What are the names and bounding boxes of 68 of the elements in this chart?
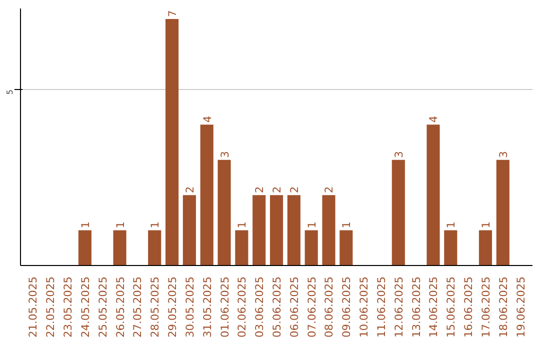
bar xyxy=(252,195,266,266)
x-tick-label: 03.06.2025 xyxy=(253,276,266,338)
bar xyxy=(322,195,336,266)
x-tick-label: 09.06.2025 xyxy=(340,276,354,338)
x-tick-label: 02.06.2025 xyxy=(236,276,249,338)
data-label: 3 xyxy=(392,151,406,158)
bar xyxy=(392,160,405,266)
bar xyxy=(478,230,492,266)
bar xyxy=(287,195,300,266)
bar xyxy=(426,124,440,266)
x-tick-label: 01.06.2025 xyxy=(218,276,232,338)
x-tick-label: 16.06.2025 xyxy=(462,276,476,338)
data-label: 1 xyxy=(444,222,458,228)
x-tick-label: 25.05.2025 xyxy=(96,276,110,338)
x-tick-label: 13.06.2025 xyxy=(410,276,423,338)
bar xyxy=(113,230,126,266)
bar xyxy=(340,230,353,266)
x-tick-label: 27.05.2025 xyxy=(131,276,144,338)
x-tick-label: 08.06.2025 xyxy=(322,276,336,338)
x-tick-label: 10.06.2025 xyxy=(358,276,371,338)
bar xyxy=(165,19,179,266)
x-tick-label: 07.06.2025 xyxy=(305,276,318,338)
x-tick-label: 30.05.2025 xyxy=(183,276,196,338)
data-label: 4 xyxy=(200,116,214,123)
y-tick-label: 5 xyxy=(6,89,14,95)
data-label: 2 xyxy=(253,186,266,194)
bar xyxy=(496,160,510,266)
bar xyxy=(235,230,248,266)
x-tick-label: 12.06.2025 xyxy=(392,276,406,338)
data-label: 1 xyxy=(114,222,127,228)
bar xyxy=(270,195,284,266)
x-tick-label: 26.05.2025 xyxy=(114,276,127,338)
data-label: 3 xyxy=(496,151,510,158)
data-label: 1 xyxy=(340,222,354,228)
data-label: 2 xyxy=(322,186,336,194)
data-label: 2 xyxy=(183,186,196,194)
data-label: 1 xyxy=(479,222,492,228)
x-tick-label: 23.05.2025 xyxy=(62,276,75,338)
x-tick-label: 18.06.2025 xyxy=(496,276,510,338)
x-tick-label: 05.06.2025 xyxy=(270,276,284,338)
x-tick-label: 28.05.2025 xyxy=(148,276,162,338)
data-label: 3 xyxy=(218,151,232,158)
data-label: 1 xyxy=(148,222,162,228)
x-tick-label: 14.06.2025 xyxy=(427,276,440,338)
bar xyxy=(304,230,318,266)
data-label: 2 xyxy=(288,186,301,194)
x-tick-label: 22.05.2025 xyxy=(44,276,58,338)
bar xyxy=(78,230,92,266)
x-tick-label: 19.06.2025 xyxy=(514,276,528,338)
x-tick-label: 11.06.2025 xyxy=(374,276,388,338)
data-label: 4 xyxy=(427,116,440,123)
data-label: 1 xyxy=(78,222,92,228)
x-tick-label: 21.05.2025 xyxy=(26,276,40,338)
x-tick-label: 15.06.2025 xyxy=(444,276,458,338)
data-label: 1 xyxy=(236,222,249,228)
x-tick-label: 31.05.2025 xyxy=(200,276,214,338)
bar xyxy=(444,230,458,266)
x-tick-label: 24.05.2025 xyxy=(78,276,92,338)
bar xyxy=(148,230,162,266)
bar xyxy=(182,195,196,266)
bar xyxy=(218,160,231,266)
x-tick-label: 29.05.2025 xyxy=(166,276,180,338)
data-label: 7 xyxy=(166,10,180,18)
x-tick-label: 06.06.2025 xyxy=(288,276,301,338)
bar xyxy=(200,124,214,266)
x-tick-label: 17.06.2025 xyxy=(479,276,492,338)
data-label: 1 xyxy=(305,222,318,228)
data-label: 2 xyxy=(270,186,284,194)
